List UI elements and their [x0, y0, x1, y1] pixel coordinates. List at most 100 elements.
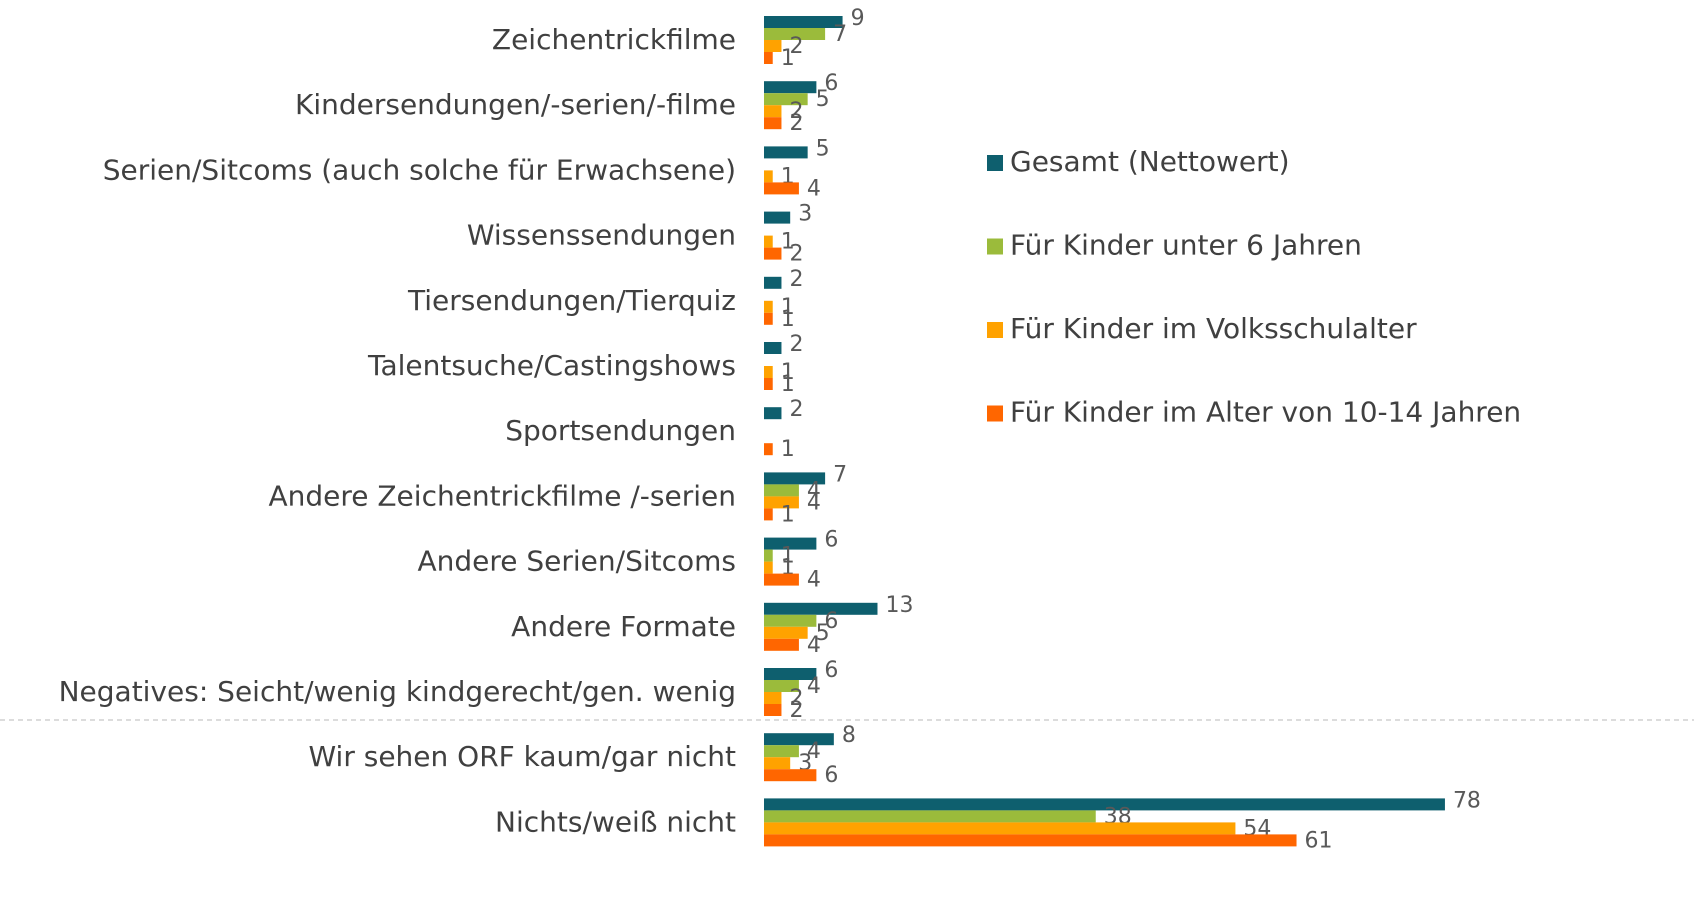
value-label: 2 — [789, 99, 803, 124]
value-label: 4 — [807, 633, 821, 658]
value-label: 1 — [781, 544, 795, 569]
value-label: 1 — [781, 295, 795, 320]
value-label: 8 — [842, 723, 856, 748]
bar — [764, 602, 878, 615]
bar — [764, 810, 1096, 823]
bar — [764, 300, 773, 313]
value-label: 4 — [807, 674, 821, 699]
bar — [764, 407, 782, 420]
category-label: Talentsuche/Castingshows — [367, 349, 736, 382]
bar — [764, 757, 791, 770]
bar — [764, 573, 799, 586]
bar — [764, 366, 773, 378]
bar — [764, 496, 799, 509]
legend-swatch — [987, 405, 1003, 422]
category-label: Zeichentrickfilme — [492, 23, 736, 56]
value-label: 4 — [807, 176, 821, 201]
bar — [764, 638, 799, 651]
value-label: 5 — [816, 87, 830, 112]
bar — [764, 537, 817, 550]
bar — [764, 40, 782, 52]
value-label: 7 — [833, 462, 847, 487]
category-label: Sportsendungen — [505, 414, 736, 447]
bar — [764, 704, 782, 716]
value-label: 5 — [816, 136, 830, 161]
value-label: 1 — [781, 46, 795, 71]
legend-swatch — [987, 322, 1003, 338]
category-label: Serien/Sitcoms (auch solche für Erwachse… — [103, 153, 736, 186]
value-label: 2 — [789, 686, 803, 711]
bar — [764, 626, 808, 639]
bar — [764, 16, 843, 28]
bar — [764, 247, 782, 260]
legend-label: Für Kinder im Volksschulalter — [1010, 312, 1417, 345]
legend-swatch — [987, 238, 1003, 255]
legend-label: Gesamt (Nettowert) — [1010, 145, 1290, 178]
value-label: 4 — [807, 478, 821, 503]
value-label: 13 — [885, 593, 913, 618]
category-label: Andere Zeichentrickfilme /-serien — [268, 479, 736, 512]
value-label: 6 — [824, 609, 838, 634]
category-label: Andere Formate — [511, 610, 736, 643]
bar — [764, 484, 799, 497]
legend-swatch — [987, 155, 1003, 171]
bar — [764, 472, 826, 485]
bar — [764, 692, 782, 704]
value-label: 2 — [789, 34, 803, 59]
value-label: 4 — [807, 490, 821, 515]
bar — [764, 508, 773, 521]
value-label: 6 — [824, 71, 838, 96]
bar — [764, 798, 1445, 811]
category-label: Kindersendungen/-serien/-filme — [295, 88, 736, 121]
category-label: Tiersendungen/Tierquiz — [407, 284, 736, 317]
bar — [764, 378, 773, 390]
bar — [764, 28, 826, 40]
bar — [764, 561, 773, 574]
category-label: Wir sehen ORF kaum/gar nicht — [308, 740, 736, 773]
category-label: Nichts/weiß nicht — [495, 805, 736, 838]
value-label: 2 — [789, 111, 803, 136]
value-label: 4 — [807, 739, 821, 764]
value-label: 3 — [798, 202, 812, 227]
legend-label: Für Kinder unter 6 Jahren — [1010, 229, 1362, 262]
value-label: 61 — [1305, 828, 1333, 853]
value-label: 2 — [789, 242, 803, 267]
value-label: 6 — [824, 528, 838, 553]
value-label: 6 — [824, 658, 838, 683]
bar — [764, 117, 782, 130]
value-label: 5 — [816, 621, 830, 646]
category-label: Andere Serien/Sitcoms — [417, 545, 736, 578]
category-label: Wissenssendungen — [467, 219, 736, 252]
bar — [764, 443, 773, 456]
bar — [764, 312, 773, 325]
value-label: 1 — [781, 437, 795, 462]
value-label: 1 — [781, 307, 795, 332]
bar — [764, 342, 782, 354]
value-label: 2 — [789, 698, 803, 723]
bar — [764, 822, 1236, 835]
bar — [764, 170, 773, 183]
bar — [764, 733, 834, 746]
bar — [764, 146, 808, 159]
bar — [764, 81, 817, 94]
bar — [764, 182, 799, 195]
value-label: 78 — [1453, 788, 1481, 813]
value-label: 2 — [789, 267, 803, 292]
value-label: 2 — [789, 332, 803, 357]
bar — [764, 235, 773, 248]
bar — [764, 834, 1297, 847]
value-label: 7 — [833, 22, 847, 47]
bar — [764, 276, 782, 289]
bar — [764, 680, 799, 692]
value-label: 2 — [789, 397, 803, 422]
bar — [764, 668, 817, 680]
value-label: 6 — [824, 763, 838, 788]
bar — [764, 211, 791, 224]
bar — [764, 52, 773, 64]
value-label: 1 — [781, 372, 795, 397]
bar — [764, 745, 799, 758]
bar — [764, 549, 773, 562]
bar — [764, 614, 817, 627]
legend-label: Für Kinder im Alter von 10-14 Jahren — [1010, 396, 1521, 429]
